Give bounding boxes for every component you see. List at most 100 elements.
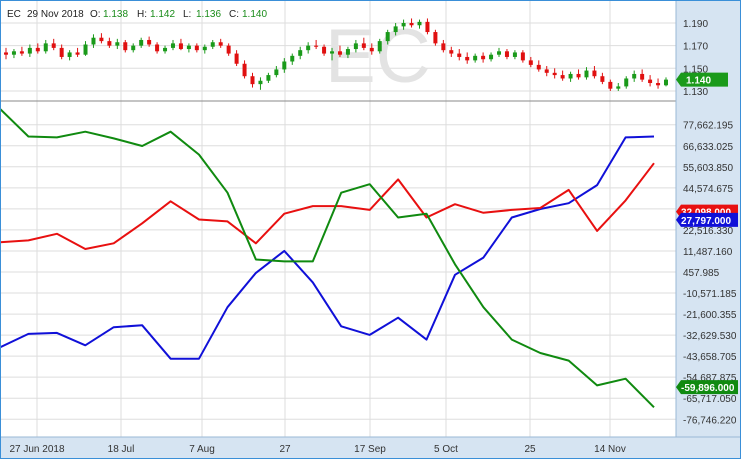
indicator-tick-label: 22,516.330 — [683, 226, 733, 237]
price-axis-corner — [676, 437, 741, 459]
header-open-value: 1.138 — [103, 9, 128, 20]
candle-body — [274, 69, 279, 76]
candle-body — [218, 42, 223, 46]
candle-body — [640, 73, 645, 80]
candle-body — [473, 55, 478, 61]
time-tick-label: 18 Jul — [108, 444, 135, 455]
candle-body — [544, 69, 549, 73]
candle-body — [131, 45, 136, 51]
candle-body — [560, 75, 565, 79]
time-tick-label: 25 — [524, 444, 536, 455]
candle-body — [425, 21, 430, 33]
header-high-value: 1.142 — [150, 9, 175, 20]
candle-body — [536, 64, 541, 70]
indicator-tick-label: -43,658.705 — [683, 352, 737, 363]
candle-body — [306, 45, 311, 51]
indicator-tick-label: -65,717.050 — [683, 394, 737, 405]
candle-body — [584, 70, 589, 78]
candle-body — [489, 54, 494, 60]
candle-body — [163, 47, 168, 52]
candle-body — [664, 79, 668, 86]
candle-body — [576, 73, 581, 78]
series-line-red — [0, 162, 655, 250]
series-value-label: 27,797.000 — [681, 216, 731, 227]
candlestick-series — [4, 18, 668, 91]
candle-body — [401, 22, 406, 27]
candle-body — [361, 43, 366, 48]
header-close-value: 1.140 — [242, 9, 267, 20]
candle-body — [11, 51, 16, 55]
header-high-label: H: — [137, 9, 147, 20]
candle-body — [186, 45, 191, 50]
candle-body — [568, 73, 573, 79]
header-date: 29 Nov 2018 — [27, 9, 84, 20]
indicator-tick-label: 44,574.675 — [683, 184, 733, 195]
candle-body — [298, 50, 303, 56]
candle-body — [178, 43, 183, 50]
candle-body — [4, 52, 8, 55]
value-badges: 1.14032,098.00027,797.000-59,896.000 — [676, 72, 738, 395]
indicator-tick-label: 66,633.025 — [683, 142, 733, 153]
candle-body — [385, 32, 390, 42]
candle-body — [624, 78, 629, 87]
candle-body — [123, 42, 128, 51]
indicator-tick-label: -54,687.875 — [683, 373, 737, 384]
candle-body — [409, 22, 414, 26]
indicator-tick-label: -32,629.530 — [683, 331, 737, 342]
header-close-label: C: — [229, 9, 239, 20]
candle-body — [616, 86, 621, 89]
candle-body — [115, 42, 120, 46]
candle-body — [170, 43, 175, 48]
header-symbol: EC — [7, 9, 21, 20]
grid-lines — [0, 0, 676, 437]
candle-body — [250, 76, 255, 85]
price-axis-ticks: 1.190 1.170 1.150 1.130 — [683, 19, 708, 98]
indicator-tick-label: 55,603.850 — [683, 163, 733, 174]
candle-body — [441, 43, 446, 51]
time-tick-label: 17 Sep — [354, 444, 386, 455]
indicator-tick-label: -21,600.355 — [683, 310, 737, 321]
candle-body — [242, 63, 247, 77]
candle-body — [83, 44, 88, 55]
candle-body — [234, 53, 239, 64]
candle-body — [417, 21, 422, 26]
header-low-label: L: — [183, 9, 191, 20]
candle-body — [27, 47, 32, 54]
header-low-value: 1.136 — [196, 9, 221, 20]
candle-body — [67, 52, 72, 57]
candle-body — [19, 51, 24, 54]
last-price-badge — [676, 72, 728, 87]
candle-body — [226, 45, 231, 54]
candle-body — [600, 76, 605, 82]
candle-body — [290, 55, 295, 62]
time-axis-ticks: 27 Jun 2018 18 Jul 7 Aug 27 17 Sep 5 Oct 25 14 … — [9, 444, 625, 455]
candle-body — [377, 41, 382, 52]
indicator-axis-ticks: 77,662.195 66,633.025 55,603.850 44,574.675… — [683, 121, 737, 427]
candle-body — [43, 43, 48, 52]
indicator-tick-label: 457.985 — [683, 268, 720, 279]
candle-body — [59, 47, 64, 57]
series-value-badge — [676, 380, 738, 395]
series-value-badge — [676, 212, 738, 227]
candle-body — [99, 37, 104, 42]
price-tick-label: 1.170 — [683, 42, 708, 53]
time-tick-label: 5 Oct — [434, 444, 458, 455]
last-price-label: 1.140 — [686, 76, 711, 87]
watermark: EC — [325, 14, 431, 99]
series-line-blue — [0, 135, 655, 360]
candle-body — [91, 37, 96, 45]
candle-body — [528, 60, 533, 65]
time-tick-label: 27 Jun 2018 — [9, 444, 64, 455]
candle-body — [147, 39, 152, 45]
indicator-tick-label: -76,746.220 — [683, 415, 737, 426]
price-tick-label: 1.150 — [683, 64, 708, 75]
indicator-tick-label: 11,487.160 — [683, 247, 733, 258]
candle-body — [266, 75, 271, 81]
candle-body — [393, 26, 398, 33]
candle-body — [497, 51, 502, 55]
candle-body — [107, 41, 112, 46]
candle-body — [314, 45, 319, 47]
candle-body — [449, 50, 454, 54]
candle-body — [202, 46, 207, 51]
